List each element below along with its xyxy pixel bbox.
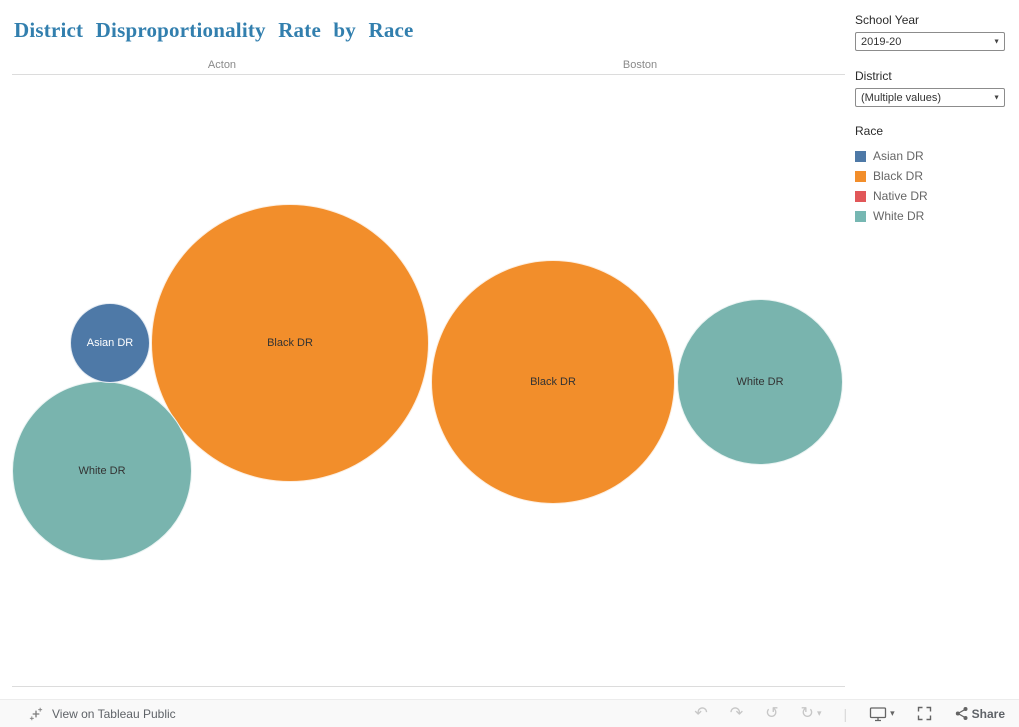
legend-label: White DR xyxy=(873,209,925,223)
chart-bottom-divider xyxy=(12,686,845,687)
display-settings-button[interactable]: ▾ xyxy=(869,706,895,722)
bubble-boston-white-dr[interactable]: White DR xyxy=(677,299,843,465)
bottom-toolbar: View on Tableau Public ↶ ↷ ↺ ↻ ▾ | ▾ xyxy=(0,699,1019,727)
toolbar-divider: | xyxy=(843,705,848,722)
caret-down-icon: ▼ xyxy=(993,38,1000,45)
legend-swatch xyxy=(855,170,866,182)
caret-down-icon: ▼ xyxy=(993,94,1000,101)
legend-swatch xyxy=(855,210,866,222)
bubble-acton-asian-dr[interactable]: Asian DR xyxy=(70,303,150,383)
legend-item-black-dr[interactable]: Black DR xyxy=(855,166,1015,186)
refresh-icon: ↻ xyxy=(800,704,814,722)
monitor-icon xyxy=(869,706,887,721)
district-value: (Multiple values) xyxy=(861,91,942,104)
header-divider xyxy=(12,74,845,75)
share-button[interactable]: Share xyxy=(954,706,1005,721)
tableau-logo-icon xyxy=(29,707,43,720)
reset-icon[interactable]: ↺ xyxy=(765,704,779,722)
fullscreen-button[interactable] xyxy=(917,706,932,721)
column-header-acton: Acton xyxy=(207,59,237,71)
filter-school-year: School Year 2019-20 ▼ xyxy=(855,13,1005,51)
race-legend: Race Asian DR Black DR Native DR White DR xyxy=(855,124,1015,226)
caret-down-icon: ▾ xyxy=(816,708,822,718)
toolbar-actions: ↶ ↷ ↺ ↻ ▾ | ▾ xyxy=(672,704,1005,722)
caret-down-icon: ▾ xyxy=(890,708,895,718)
bubble-acton-black-dr[interactable]: Black DR xyxy=(151,204,429,482)
legend-title: Race xyxy=(855,124,884,138)
legend-item-white-dr[interactable]: White DR xyxy=(855,206,1015,226)
legend-swatch xyxy=(855,150,866,162)
legend-label: Asian DR xyxy=(873,149,924,163)
page-title: District Disproportionality Rate by Race xyxy=(14,18,414,42)
bubble-layer: Black DR White DR Asian DR Black DR White DR xyxy=(12,204,843,561)
legend-item-asian-dr[interactable]: Asian DR xyxy=(855,146,1015,166)
undo-icon[interactable]: ↶ xyxy=(694,704,708,722)
legend-label: Black DR xyxy=(873,169,924,183)
redo-icon[interactable]: ↷ xyxy=(729,704,744,722)
attribution-label: View on Tableau Public xyxy=(52,706,176,721)
filter-school-year-label: School Year xyxy=(855,13,920,27)
district-select[interactable]: (Multiple values) ▼ xyxy=(855,88,1005,107)
chart-region: District Disproportionality Rate by Race… xyxy=(12,18,845,687)
school-year-select[interactable]: 2019-20 ▼ xyxy=(855,32,1005,51)
school-year-value: 2019-20 xyxy=(861,35,902,48)
sidebar: School Year 2019-20 ▼ District (Multiple… xyxy=(855,0,1019,698)
bubble-acton-white-dr[interactable]: White DR xyxy=(12,381,192,561)
legend-item-native-dr[interactable]: Native DR xyxy=(855,186,1015,206)
legend-label: Native DR xyxy=(873,189,928,203)
fullscreen-icon xyxy=(917,706,931,721)
filter-district: District (Multiple values) ▼ xyxy=(855,69,1005,107)
column-header-boston: Boston xyxy=(622,59,658,71)
bubble-boston-black-dr[interactable]: Black DR xyxy=(431,260,675,504)
share-icon xyxy=(955,707,968,720)
legend-items: Asian DR Black DR Native DR White DR xyxy=(855,146,1015,226)
refresh-menu-button[interactable]: ↻ ▾ xyxy=(800,704,822,722)
share-label: Share xyxy=(971,706,1005,721)
legend-swatch xyxy=(855,190,866,202)
filter-district-label: District xyxy=(855,69,892,83)
tableau-attribution-link[interactable]: View on Tableau Public xyxy=(28,706,176,722)
